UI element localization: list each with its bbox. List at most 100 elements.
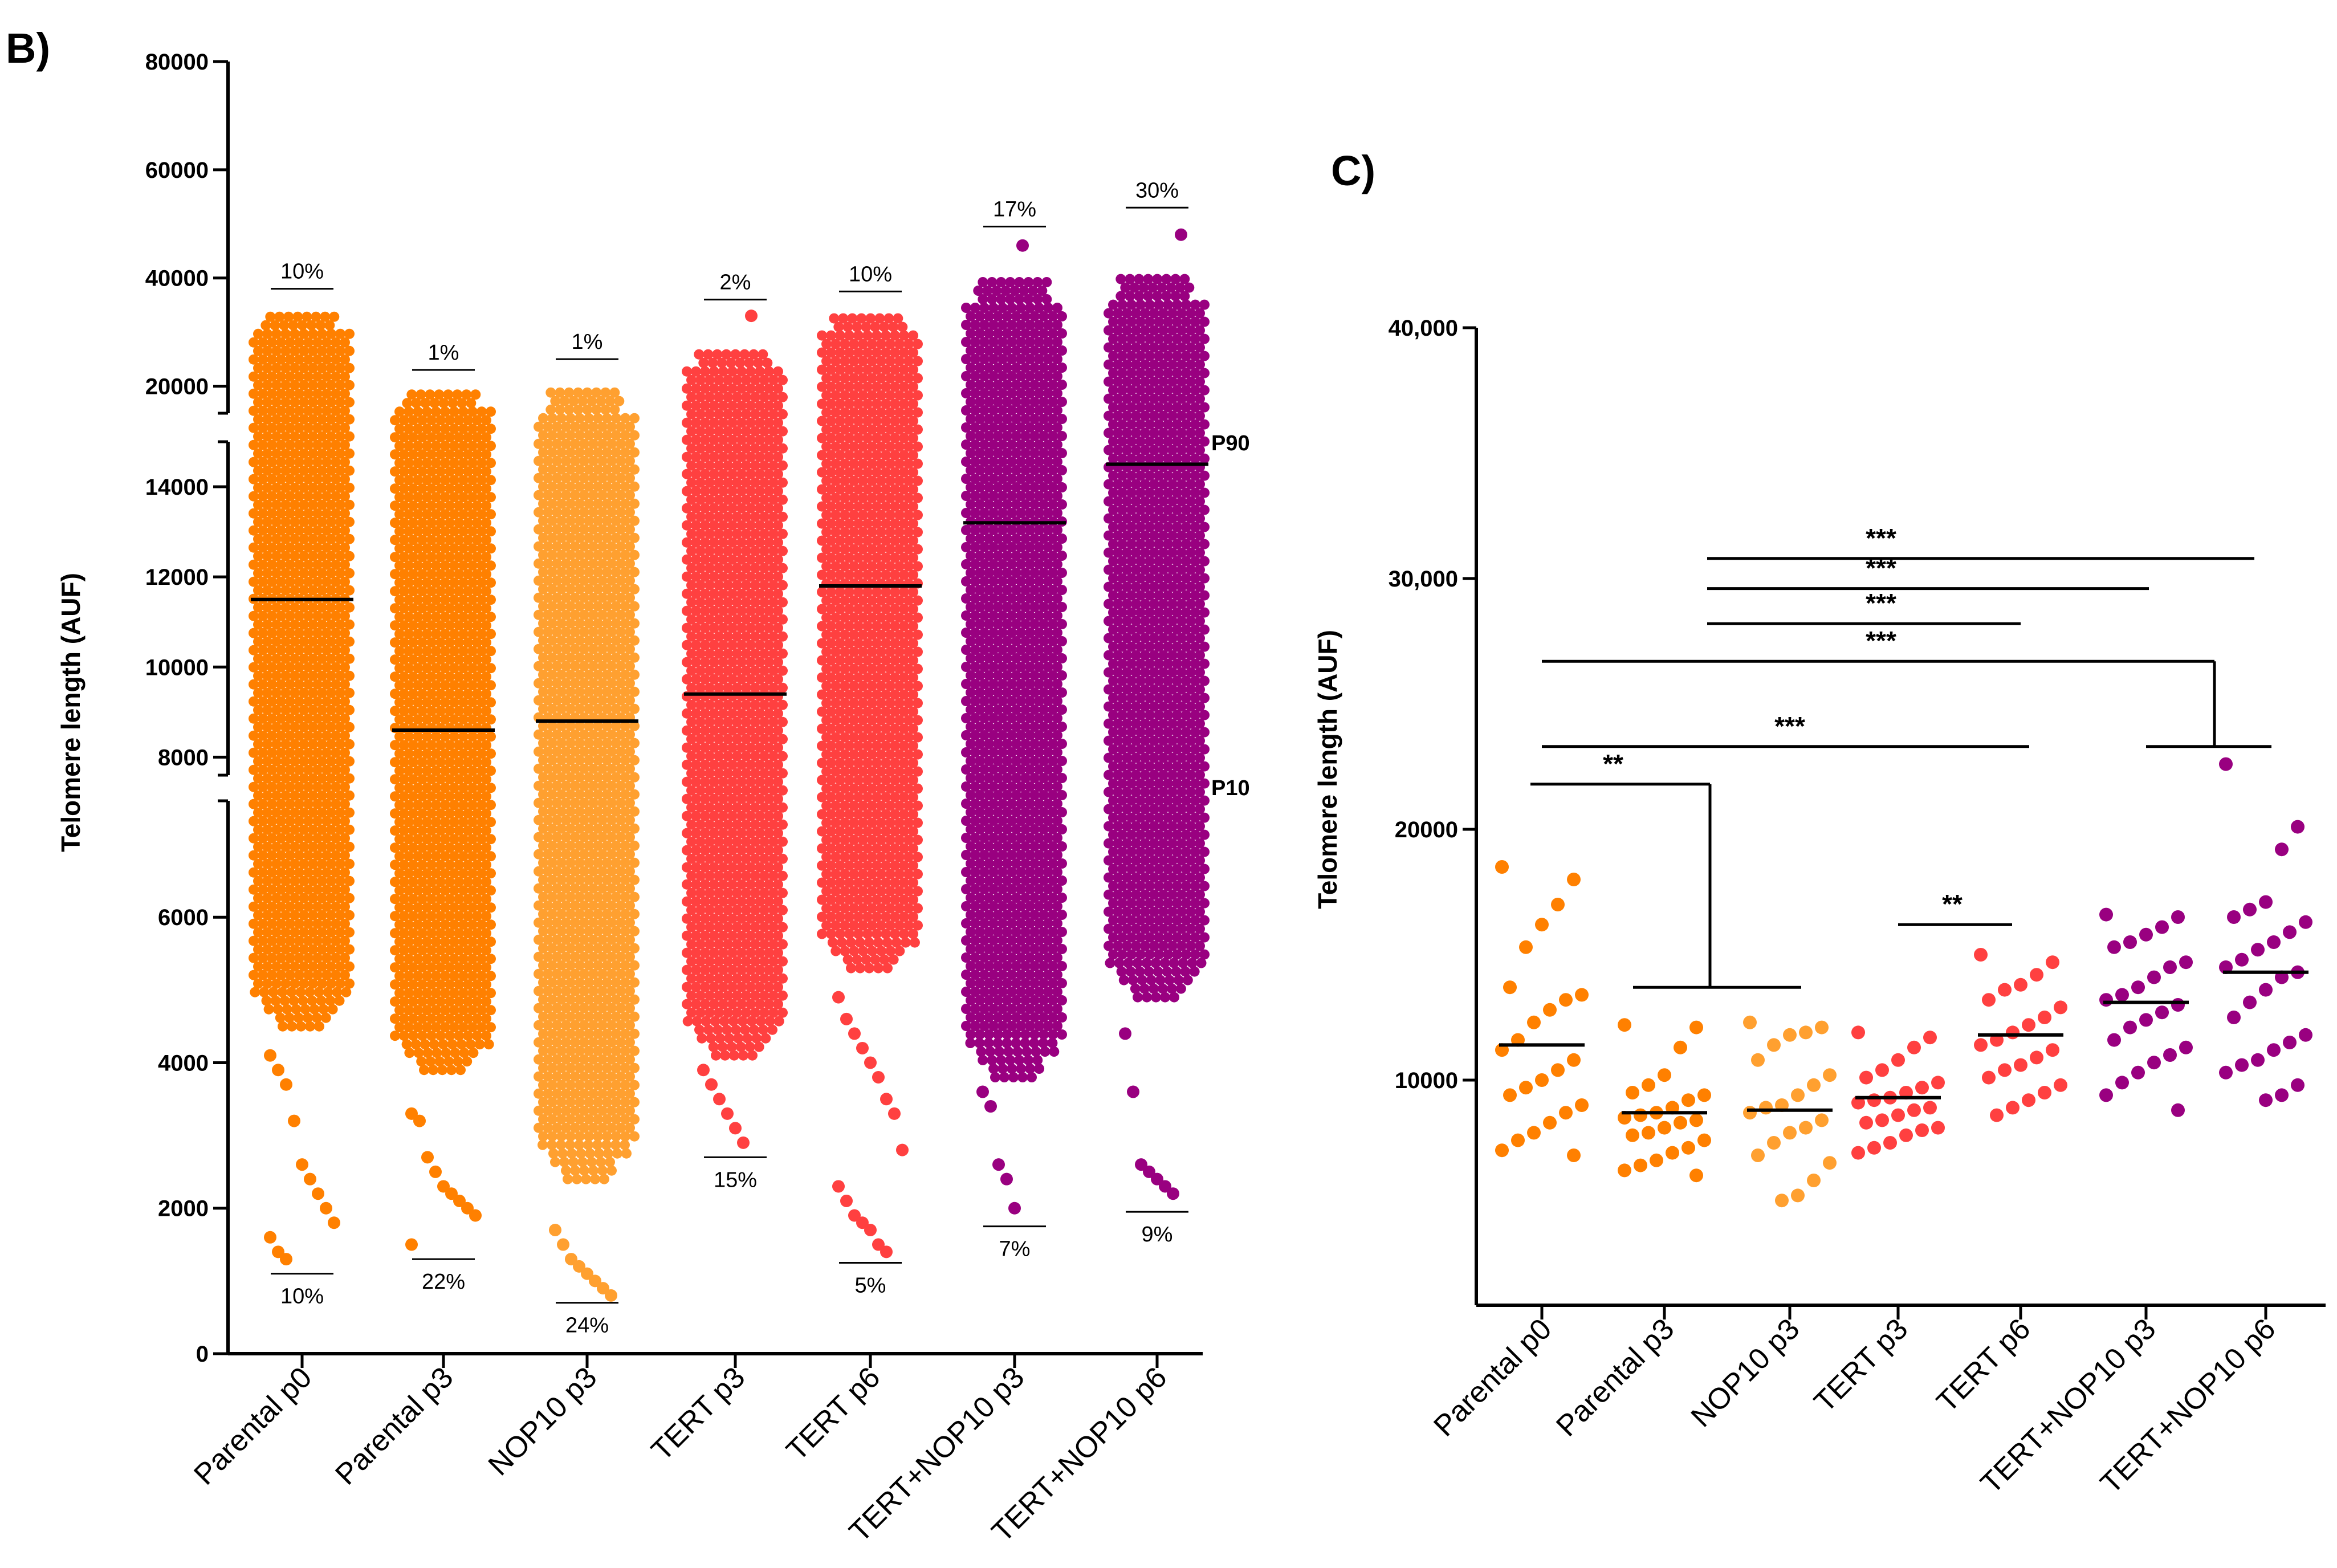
- panel-b-data-point: [431, 851, 441, 862]
- panel-b-data-point: [272, 1245, 284, 1259]
- panel-b-data-point: [290, 841, 300, 852]
- panel-b-data-point: [486, 954, 496, 964]
- panel-b-data-point: [303, 918, 314, 929]
- panel-b-data-point: [413, 800, 423, 811]
- panel-b-data-point: [404, 458, 414, 469]
- panel-b-data-point: [445, 620, 455, 631]
- panel-b-data-point: [317, 704, 327, 715]
- panel-b-data-point: [449, 509, 459, 520]
- panel-b-data-point: [253, 739, 263, 750]
- panel-b-data-point: [408, 706, 418, 716]
- panel-b-data-point: [417, 603, 427, 614]
- panel-b-data-point: [588, 1165, 598, 1176]
- panel-b-data-point: [454, 552, 464, 563]
- panel-b-category-label: TERT p3: [645, 1361, 752, 1467]
- panel-b-data-point: [290, 739, 300, 750]
- panel-b-data-point: [435, 996, 446, 1007]
- panel-b-data-point: [299, 499, 309, 510]
- panel-b-data-point: [538, 857, 548, 868]
- panel-b-data-point: [575, 1028, 585, 1039]
- panel-b-data-point: [340, 474, 350, 484]
- panel-b-data-point: [431, 663, 441, 674]
- panel-b-data-point: [864, 1056, 877, 1069]
- panel-b-data-point: [294, 508, 304, 519]
- panel-b-data-point: [463, 569, 473, 580]
- panel-b-data-point: [570, 1071, 580, 1082]
- panel-b-data-point: [321, 970, 332, 980]
- panel-b-data-point: [435, 740, 446, 751]
- panel-b-data-point: [472, 877, 482, 887]
- panel-b-data-point: [410, 1039, 421, 1050]
- panel-b-data-point: [467, 423, 478, 434]
- panel-b-data-point: [591, 387, 602, 398]
- panel-b-data-point: [620, 840, 630, 851]
- panel-b-data-point: [588, 1054, 598, 1065]
- panel-b-data-point: [317, 380, 327, 390]
- panel-b-data-point: [278, 1021, 288, 1032]
- panel-b-data-point: [280, 345, 291, 356]
- panel-b-data-point: [274, 311, 285, 322]
- panel-b-data-point: [267, 645, 277, 655]
- panel-b-data-point: [435, 552, 446, 563]
- panel-b-data-point: [303, 525, 314, 536]
- panel-b-data-point: [422, 646, 432, 657]
- panel-b-data-point: [556, 1011, 567, 1022]
- panel-b-data-point: [331, 764, 341, 775]
- panel-b-data-point: [262, 653, 272, 664]
- panel-b-data-point: [253, 533, 263, 544]
- panel-b-data-point: [462, 1056, 473, 1067]
- panel-b-data-point: [556, 1131, 567, 1142]
- panel-b-data-point: [458, 971, 469, 981]
- panel-b-data-point: [454, 586, 464, 597]
- panel-b-data-point: [285, 662, 295, 673]
- panel-b-data-point: [390, 1013, 400, 1024]
- panel-b-data-point: [399, 945, 409, 956]
- panel-b-data-point: [625, 1020, 635, 1031]
- panel-b-data-point: [413, 543, 423, 554]
- panel-b-data-point: [602, 789, 612, 800]
- panel-b-data-point: [290, 704, 300, 715]
- panel-b-data-point: [408, 860, 418, 870]
- panel-b-data-point: [271, 978, 282, 989]
- panel-b-data-point: [422, 441, 432, 451]
- panel-b-data-point: [445, 654, 455, 665]
- panel-b-data-point: [271, 927, 282, 938]
- panel-b-data-point: [620, 806, 630, 817]
- panel-b-data-point: [267, 610, 277, 621]
- panel-b-data-point: [420, 1039, 430, 1050]
- panel-b-data-point: [340, 662, 350, 673]
- panel-b-data-point: [999, 1072, 1009, 1082]
- panel-b-data-point: [538, 840, 548, 851]
- panel-b-dots: [249, 228, 1210, 1302]
- panel-b-data-point: [299, 619, 309, 630]
- panel-b-data-point: [454, 911, 464, 922]
- panel-b-data-point: [404, 731, 414, 742]
- panel-b-data-point: [477, 971, 487, 981]
- panel-b-data-point: [534, 934, 544, 945]
- panel-b-data-point: [445, 552, 455, 563]
- panel-b-data-point: [340, 491, 350, 502]
- panel-b-data-point: [616, 866, 626, 877]
- panel-b-data-point: [463, 740, 473, 751]
- panel-b-data-point: [1007, 1064, 1017, 1074]
- panel-b-data-point: [331, 388, 341, 399]
- panel-b-data-point: [249, 645, 259, 655]
- panel-b-data-point: [271, 363, 282, 373]
- panel-b-data-point: [486, 731, 496, 742]
- panel-b-data-point: [285, 952, 295, 963]
- panel-b-data-point: [267, 371, 277, 382]
- panel-b-data-point: [547, 823, 557, 834]
- panel-b-data-point: [344, 414, 355, 425]
- panel-b-data-point: [848, 1027, 861, 1040]
- panel-b-data-point: [611, 943, 621, 954]
- panel-b-data-point: [445, 928, 455, 939]
- panel-b-data-point: [299, 568, 309, 579]
- panel-b-data-point: [426, 1031, 437, 1041]
- panel-b-data-point: [556, 1114, 567, 1125]
- panel-b-data-point: [331, 474, 341, 484]
- panel-b-data-point: [308, 551, 318, 561]
- panel-b-data-point: [445, 842, 455, 853]
- panel-b-data-point: [253, 619, 263, 630]
- panel-b-data-point: [285, 696, 295, 707]
